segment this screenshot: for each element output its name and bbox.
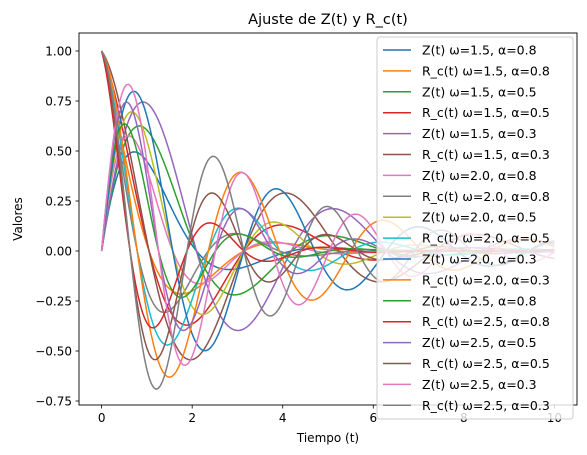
legend-label: R_c(t) ω=2.5, α=0.8: [422, 314, 550, 329]
legend-label: Z(t) ω=2.5, α=0.5: [422, 335, 537, 350]
y-tick-label: −0.75: [35, 394, 72, 408]
legend-label: Z(t) ω=2.0, α=0.8: [422, 168, 537, 183]
legend-label: Z(t) ω=2.0, α=0.3: [422, 252, 537, 267]
y-tick-label: 0.50: [45, 144, 72, 158]
legend-label: Z(t) ω=1.5, α=0.5: [422, 84, 537, 99]
y-tick-label: 1.00: [45, 44, 72, 58]
x-tick-label: 4: [279, 411, 287, 425]
y-tick-label: 0.00: [45, 244, 72, 258]
legend: Z(t) ω=1.5, α=0.8 R_c(t) ω=1.5, α=0.8 Z(t)…: [376, 36, 574, 420]
legend-label: Z(t) ω=2.5, α=0.3: [422, 377, 537, 392]
x-tick-label: 2: [188, 411, 196, 425]
y-axis: −0.75 −0.50 −0.25 0.00 0.25 0.50 0.75 1.00: [35, 44, 79, 408]
plot-area-frame: [78, 32, 578, 406]
legend-label: R_c(t) ω=2.0, α=0.5: [422, 231, 550, 246]
y-tick-label: 0.75: [45, 94, 72, 108]
legend-label: R_c(t) ω=2.5, α=0.5: [422, 356, 550, 371]
legend-label: R_c(t) ω=2.0, α=0.8: [422, 189, 550, 204]
x-tick-label: 0: [98, 411, 106, 425]
y-tick-label: −0.50: [35, 344, 72, 358]
legend-frame: [376, 36, 574, 420]
legend-label: Z(t) ω=2.0, α=0.5: [422, 210, 537, 225]
legend-label: Z(t) ω=1.5, α=0.3: [422, 126, 537, 141]
legend-label: R_c(t) ω=2.0, α=0.3: [422, 272, 550, 287]
legend-label: Z(t) ω=2.5, α=0.8: [422, 293, 537, 308]
y-tick-label: −0.25: [35, 294, 72, 308]
legend-label: R_c(t) ω=1.5, α=0.3: [422, 147, 550, 162]
legend-label: Z(t) ω=1.5, α=0.8: [422, 43, 537, 58]
x-tick-label: 6: [369, 411, 377, 425]
y-axis-label: Valores: [11, 197, 25, 241]
legend-label: R_c(t) ω=1.5, α=0.8: [422, 63, 550, 78]
y-tick-label: 0.25: [45, 194, 72, 208]
chart-title: Ajuste de Z(t) y R_c(t): [248, 12, 408, 28]
legend-label: R_c(t) ω=2.5, α=0.3: [422, 398, 550, 413]
legend-label: R_c(t) ω=1.5, α=0.5: [422, 105, 550, 120]
x-axis-label: Tiempo (t): [296, 431, 359, 445]
